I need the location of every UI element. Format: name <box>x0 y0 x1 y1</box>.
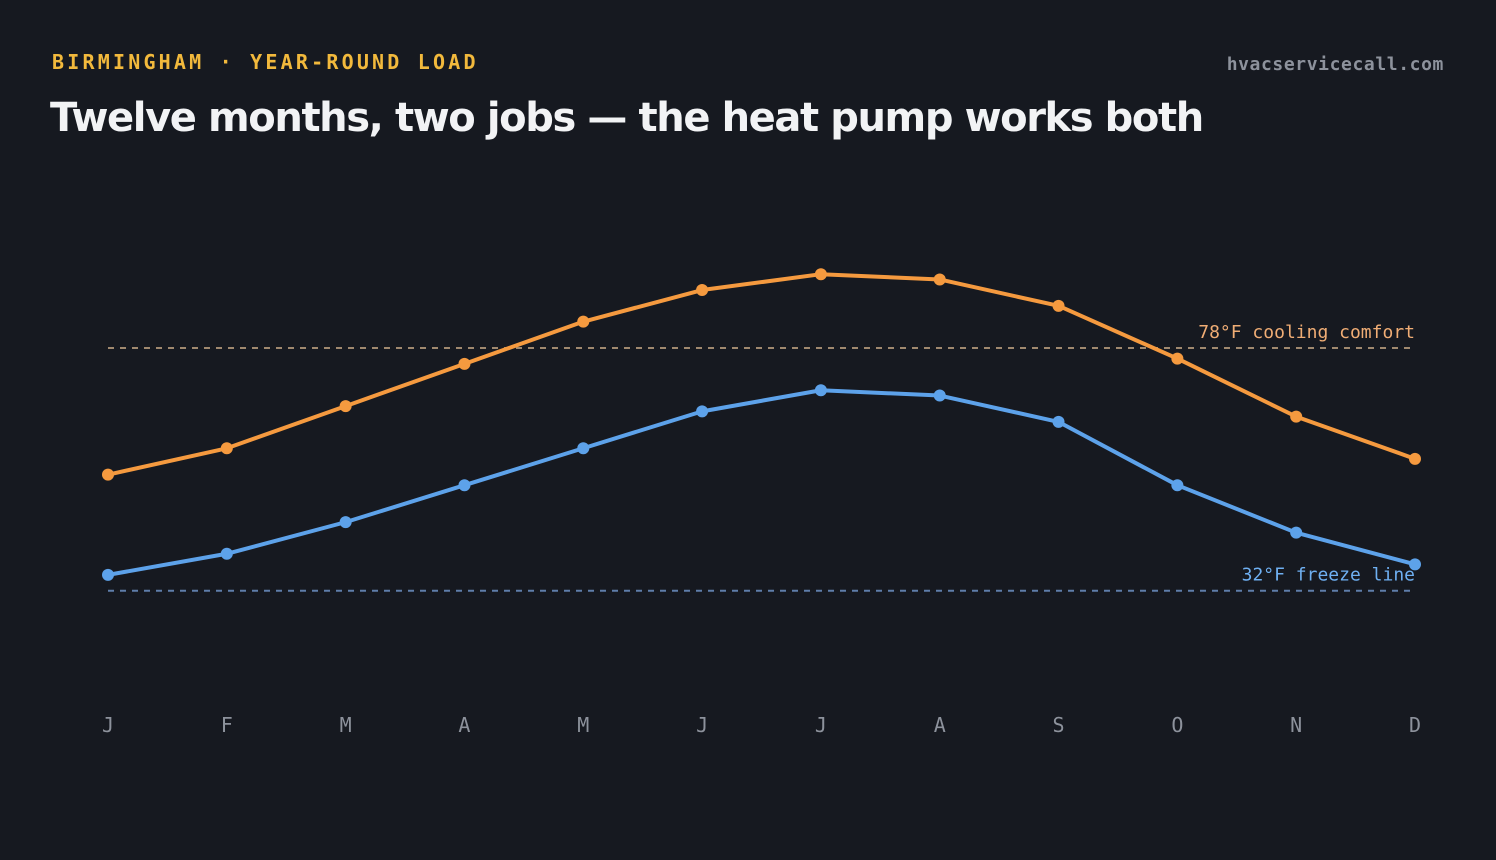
high-point-5 <box>577 315 590 328</box>
high-point-2 <box>220 442 233 455</box>
low-point-3 <box>339 516 352 529</box>
x-tick-label: J <box>815 713 827 737</box>
freeze-reference-label: 32°F freeze line <box>1242 565 1415 586</box>
high-point-1 <box>102 468 114 481</box>
x-tick-label: D <box>1409 713 1421 737</box>
chart-eyebrow: BIRMINGHAM · YEAR-ROUND LOAD <box>52 50 479 74</box>
x-tick-label: J <box>102 713 114 737</box>
low-series-line <box>106 388 1417 577</box>
low-point-9 <box>1052 415 1065 428</box>
x-tick-label: A <box>458 713 470 737</box>
x-tick-label: O <box>1171 713 1183 737</box>
x-tick-label: J <box>696 713 708 737</box>
low-point-5 <box>577 442 590 455</box>
high-point-12 <box>1409 452 1421 465</box>
low-point-6 <box>696 405 709 418</box>
high-point-11 <box>1290 410 1303 423</box>
x-tick-label: A <box>934 713 946 737</box>
x-tick-label: M <box>577 713 589 737</box>
x-tick-label: N <box>1290 713 1302 737</box>
low-series <box>102 384 1421 581</box>
x-tick-label: F <box>221 713 233 737</box>
chart-title: Twelve months, two jobs — the heat pump … <box>50 95 1204 141</box>
low-point-8 <box>933 389 946 402</box>
high-point-9 <box>1052 299 1065 312</box>
high-point-7 <box>814 268 827 281</box>
low-point-12 <box>1409 558 1421 571</box>
high-point-4 <box>458 357 471 370</box>
x-tick-label: M <box>340 713 352 737</box>
low-point-7 <box>814 384 827 397</box>
x-tick-label: S <box>1053 713 1065 737</box>
low-point-1 <box>102 568 114 581</box>
high-point-10 <box>1171 352 1184 365</box>
source-credit: hvacservicecall.com <box>1226 54 1444 75</box>
low-point-11 <box>1290 526 1303 539</box>
low-point-4 <box>458 479 471 492</box>
high-series <box>102 268 1421 481</box>
high-series-line <box>106 272 1417 477</box>
cooling-reference-label: 78°F cooling comfort <box>1198 322 1415 343</box>
high-point-6 <box>696 284 709 297</box>
high-point-8 <box>933 273 946 286</box>
high-point-3 <box>339 400 352 413</box>
low-point-2 <box>220 547 233 560</box>
low-point-10 <box>1171 479 1184 492</box>
